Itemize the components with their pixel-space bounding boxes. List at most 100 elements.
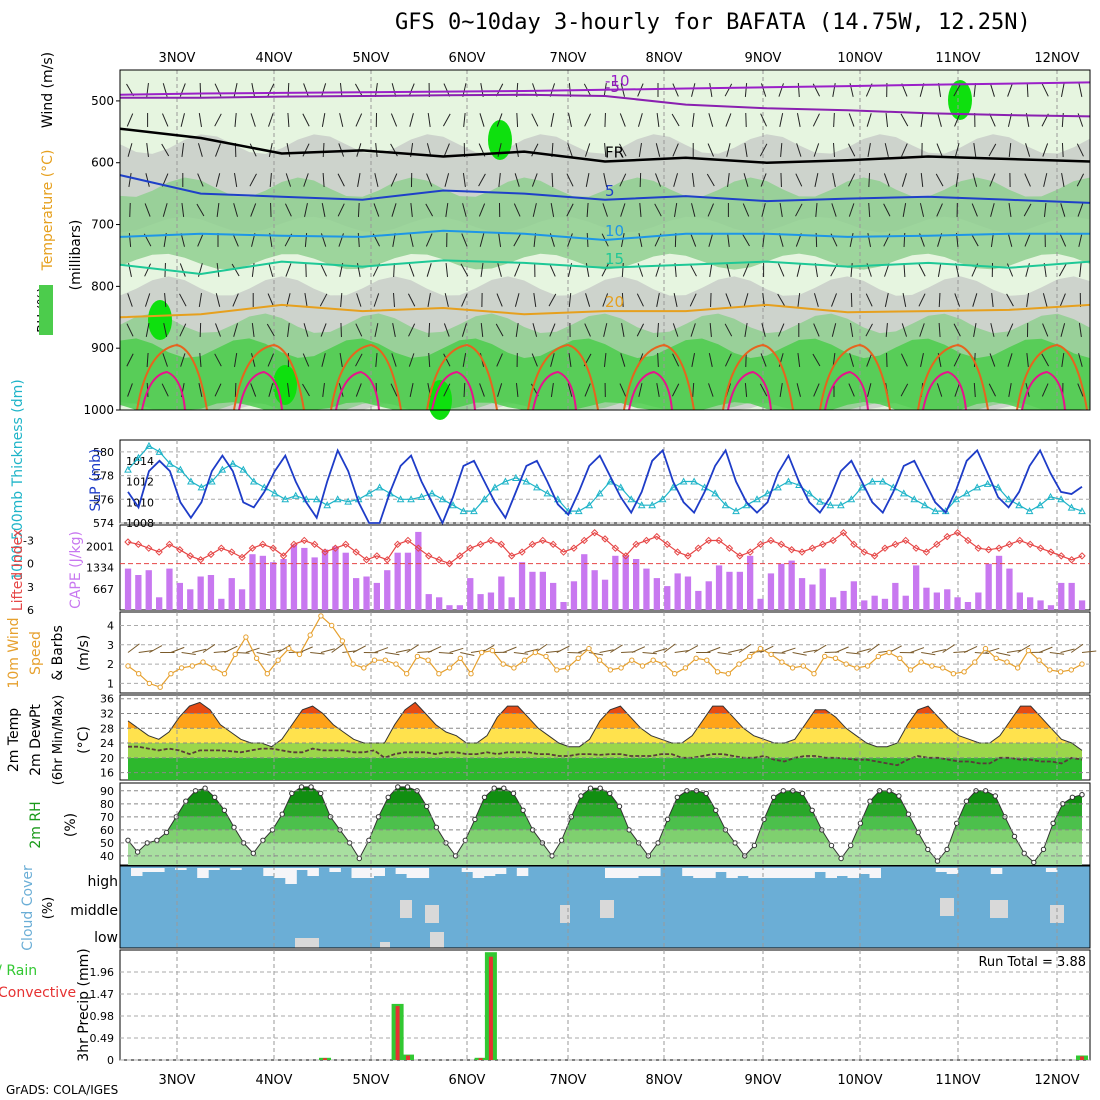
wind-speed-point (575, 655, 581, 661)
cape-bar (715, 565, 723, 610)
wind-barb (549, 263, 556, 277)
wind-barb (709, 322, 712, 338)
wind-barb (478, 173, 486, 187)
wind-barb (375, 352, 378, 368)
isotherm-30 (922, 370, 967, 411)
wind-barb (461, 293, 468, 307)
date-label-top: 7NOV (550, 51, 587, 66)
wind-barb (1043, 202, 1047, 218)
wind-barb (936, 203, 943, 217)
wind-barb (724, 323, 733, 337)
precip-units-label: 3hr Precip (mm) (76, 948, 92, 1061)
wind-barb-10m (835, 646, 849, 653)
thickness-point (428, 489, 436, 497)
wind-barb (408, 353, 415, 367)
date-label-top: 3NOV (159, 51, 196, 66)
thickness-point (805, 489, 814, 497)
cape-bar (1068, 582, 1075, 610)
wind-barb (585, 293, 591, 307)
wind-barb (531, 353, 538, 367)
rh-point (366, 837, 372, 843)
wind-barb (991, 292, 994, 308)
lifted-index-point (342, 540, 350, 549)
wind-barb (497, 263, 502, 277)
wind-barb (620, 353, 626, 367)
wind-barb (568, 113, 572, 127)
wind-barb (284, 203, 292, 217)
date-label-bottom: 9NOV (745, 1073, 782, 1088)
thickness-point (763, 489, 772, 497)
wind-barb (390, 173, 398, 187)
high-cloud-cell (285, 868, 297, 884)
wind-barb (514, 293, 520, 307)
wind-barb (428, 322, 431, 338)
lifted-index-point (1026, 540, 1034, 549)
wind-barb (796, 143, 802, 157)
wind-barb (779, 203, 783, 217)
wind-barb (1077, 203, 1084, 217)
wind-barb (868, 202, 871, 218)
lifted-index-point (673, 548, 682, 556)
wind-barb-10m (1081, 650, 1097, 653)
wind-barb (920, 353, 924, 367)
wind-barb-10m (781, 647, 796, 653)
wind-barb (1061, 352, 1065, 368)
wind-barb (989, 113, 996, 127)
wind10m-axis-label: 10m Wind (6, 617, 22, 688)
wind-barb (443, 353, 451, 367)
thickness-point (396, 495, 405, 503)
lifted-index-point (331, 544, 340, 552)
wind-barb (550, 382, 554, 398)
wind-barb (1006, 263, 1014, 277)
wind-barb (302, 113, 310, 127)
cape-bar (1016, 592, 1023, 610)
cape-bar (218, 598, 225, 610)
dewpoint-axis-label: 2m DewPt (28, 704, 44, 776)
wind-barb (654, 203, 662, 217)
wind-barb (796, 263, 801, 277)
thickness-point (1078, 507, 1086, 515)
wind-barb (655, 173, 661, 187)
high-cloud-cell (175, 868, 187, 870)
slp-line (127, 448, 1083, 526)
wind-barb (1078, 353, 1083, 367)
thickness-point (1025, 507, 1034, 515)
cape-bar (1006, 568, 1013, 610)
lifted-index-point (912, 544, 920, 552)
high-cloud-cell (682, 868, 694, 876)
isotherm-25 (527, 343, 599, 411)
thickness-point (407, 495, 415, 503)
rh-point (587, 785, 594, 791)
thickness-point (365, 489, 373, 497)
wind-speed-point (393, 661, 399, 667)
wind-barb (374, 323, 379, 337)
wind-barb (1007, 83, 1013, 97)
wind-barb (815, 202, 818, 218)
wind-barb-10m (846, 652, 861, 655)
wind-barb (902, 203, 907, 217)
wind-barb (883, 173, 890, 187)
wind-barb (496, 353, 503, 367)
cape-bar (280, 559, 287, 610)
wind-tick-label: 2 (107, 658, 114, 671)
lifted-index-point (165, 540, 174, 549)
cape-bar (301, 547, 308, 610)
wind-barb-10m (460, 652, 475, 656)
wind-barb (901, 173, 907, 187)
temperature-tick-label: 36 (100, 693, 114, 706)
wind-barb (269, 172, 272, 188)
wind-barb (285, 173, 292, 187)
wind-barb (197, 173, 204, 187)
wind-barb (337, 173, 345, 187)
lifted-index-point (145, 544, 153, 552)
wind-barb (883, 203, 891, 217)
wind-barb (321, 353, 326, 367)
wind-tick-label: 1 (107, 677, 114, 690)
wind-barb (1061, 173, 1065, 187)
wind-barb (267, 353, 274, 367)
wind-barb (760, 353, 767, 367)
temperature-band (128, 757, 1082, 780)
rh-point (424, 803, 430, 810)
wind-barb (1061, 142, 1064, 158)
isotherm-30 (335, 370, 380, 411)
